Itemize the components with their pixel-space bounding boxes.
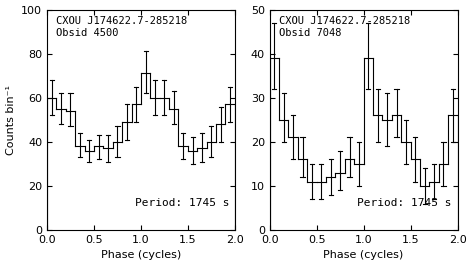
Text: Period: 1745 s: Period: 1745 s [357,198,452,208]
X-axis label: Phase (cycles): Phase (cycles) [323,251,404,260]
Text: Period: 1745 s: Period: 1745 s [135,198,229,208]
Y-axis label: Counts bin⁻¹: Counts bin⁻¹ [6,85,16,155]
Text: CXOU J174622.7-285218
Obsid 4500: CXOU J174622.7-285218 Obsid 4500 [56,16,187,38]
X-axis label: Phase (cycles): Phase (cycles) [101,251,181,260]
Text: CXOU J174622.7-285218
Obsid 7048: CXOU J174622.7-285218 Obsid 7048 [279,16,410,38]
